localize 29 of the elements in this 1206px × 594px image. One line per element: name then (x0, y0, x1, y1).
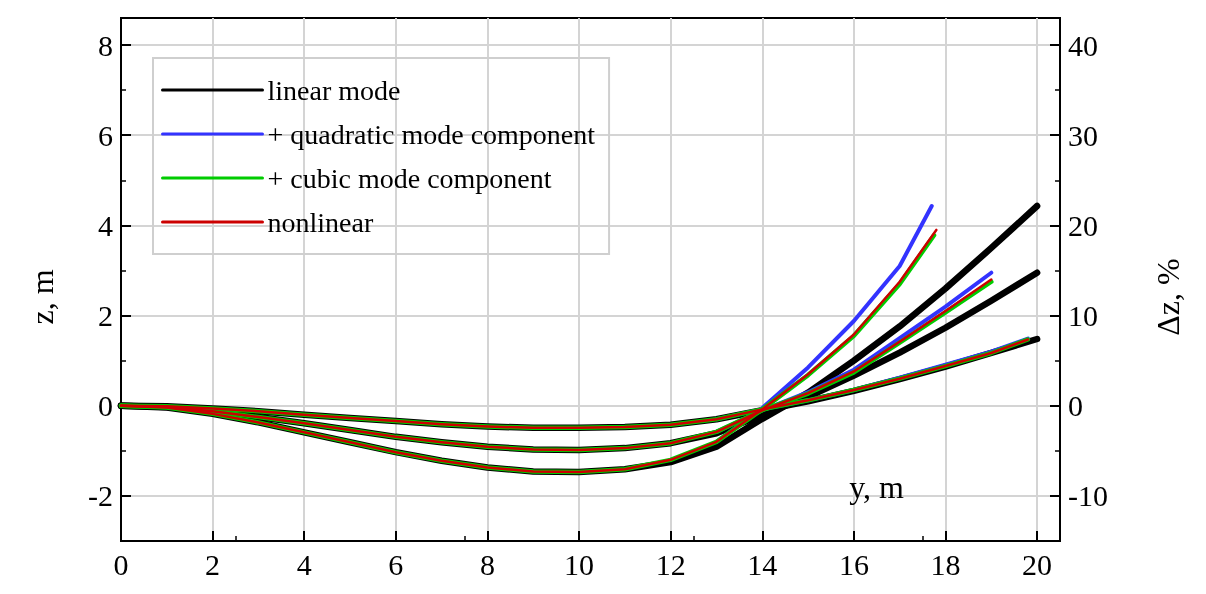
y2-tick-label: 30 (1068, 118, 1098, 152)
x-tick-label: 8 (479, 547, 495, 581)
y-tick-label: 8 (98, 28, 113, 62)
y2-tick-label: -10 (1068, 479, 1108, 513)
x-tick-label: 16 (838, 547, 869, 581)
legend-label: nonlinear (267, 206, 374, 238)
legend-label: + quadratic mode component (267, 118, 596, 150)
x-tick-label: 18 (930, 547, 961, 581)
y-tick-label: -2 (88, 479, 113, 513)
y2-tick-label: 40 (1068, 28, 1098, 62)
y-tick-label: 6 (98, 118, 113, 152)
y-tick-label: 4 (98, 208, 113, 242)
y-tick-label: 0 (98, 389, 113, 423)
x-axis-title: y, m (849, 469, 905, 505)
y2-tick-label: 20 (1068, 208, 1098, 242)
x-tick-label: 12 (655, 547, 686, 581)
y-tick-label: 2 (98, 299, 113, 333)
y2-tick-label: 10 (1068, 299, 1098, 333)
y-axis-title: z, m (24, 269, 60, 325)
legend-label: + cubic mode component (267, 162, 552, 194)
legend-label: linear mode (267, 74, 401, 106)
x-tick-label: 2 (205, 547, 221, 581)
x-tick-label: 4 (296, 547, 312, 581)
x-tick-label: 10 (564, 547, 595, 581)
y2-axis-title: Δz, % (1150, 258, 1186, 336)
y2-tick-label: 0 (1068, 389, 1083, 423)
x-tick-label: 20 (1022, 547, 1053, 581)
x-tick-label: 6 (388, 547, 404, 581)
x-tick-label: 14 (747, 547, 778, 581)
